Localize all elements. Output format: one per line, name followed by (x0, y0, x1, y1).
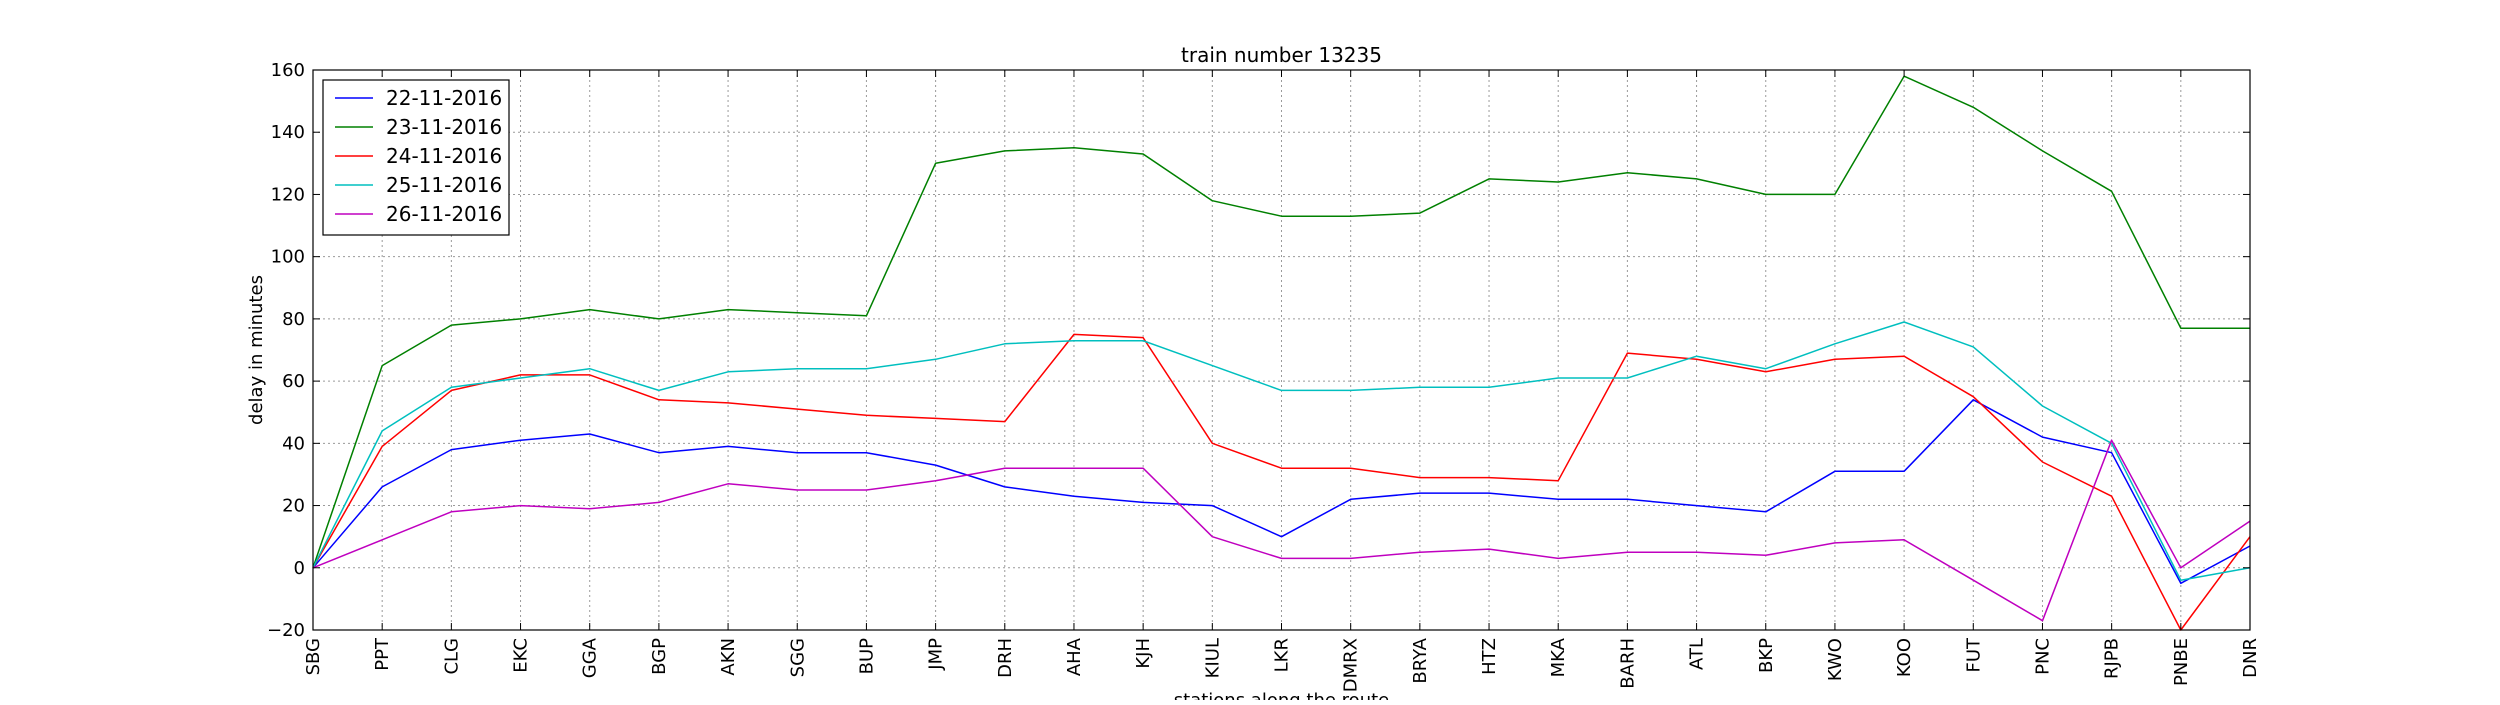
legend: 22-11-2016 23-11-2016 24-11-2016 25-11-2016… (322, 79, 510, 236)
x-tick-label: KJH (1133, 638, 1154, 669)
x-tick-label: EKC (511, 638, 532, 673)
x-tick-label: PPT (372, 637, 393, 671)
y-tick-label: 100 (271, 247, 305, 268)
x-tick-label: DNR (2240, 638, 2261, 678)
x-tick-label: MKA (1548, 637, 1569, 677)
x-tick-label: ATL (1687, 638, 1708, 670)
y-tick-label: 20 (282, 496, 305, 517)
x-tick-label: LKR (1272, 638, 1293, 672)
x-tick-label: DMRX (1341, 638, 1362, 692)
y-tick-label: 160 (271, 60, 305, 81)
legend-label: 23-11-2016 (386, 115, 502, 139)
x-tick-label: SBG (303, 638, 324, 675)
series-line-26-11-2016 (312, 439, 2251, 622)
x-tick-label: CLG (441, 638, 462, 675)
series-line-25-11-2016 (312, 321, 2251, 581)
x-tick-label: BARH (1617, 638, 1638, 689)
ticks: −20 0 20 40 60 80 100 120 140 160 SBG PPT CLG EKC GGA B… (267, 60, 2261, 692)
legend-label: 24-11-2016 (386, 144, 502, 168)
x-tick-label: KOO (1894, 638, 1915, 677)
x-tick-label: PNBE (2171, 638, 2192, 686)
x-tick-label: BUP (856, 638, 877, 675)
y-tick-label: 40 (282, 433, 305, 454)
series-lines (312, 75, 2251, 631)
chart-title: train number 13235 (1181, 43, 1382, 67)
x-axis-label: stations along the route (1174, 690, 1389, 700)
y-tick-label: −20 (267, 620, 305, 641)
series-line-24-11-2016 (312, 333, 2251, 631)
y-tick-label: 0 (294, 558, 305, 579)
x-tick-label: BKP (1756, 638, 1777, 673)
x-tick-label: GGA (580, 637, 601, 678)
x-tick-label: SGG (787, 638, 808, 677)
legend-label: 22-11-2016 (386, 86, 502, 110)
y-tick-label: 60 (282, 371, 305, 392)
x-tick-label: PNC (2032, 638, 2053, 675)
x-tick-label: AKN (718, 638, 739, 676)
y-axis-label: delay in minutes (246, 275, 267, 425)
legend-box (322, 79, 510, 236)
series-line-23-11-2016 (312, 75, 2250, 569)
series-line-22-11-2016 (312, 399, 2251, 585)
x-tick-label: BGP (649, 638, 670, 675)
x-tick-label: HTZ (1479, 638, 1500, 675)
x-tick-label: RJPB (2102, 638, 2123, 679)
y-tick-label: 120 (271, 184, 305, 205)
legend-label: 25-11-2016 (386, 173, 502, 197)
x-tick-label: JMP (926, 638, 947, 671)
x-tick-label: AHA (1064, 637, 1085, 676)
x-tick-label: DRH (995, 638, 1016, 678)
x-tick-label: FUT (1963, 637, 1984, 673)
x-tick-label: KWO (1825, 638, 1846, 681)
y-tick-label: 80 (282, 309, 305, 330)
legend-label: 26-11-2016 (386, 202, 502, 226)
y-tick-label: 140 (271, 122, 305, 143)
x-tick-label: BRYA (1410, 637, 1431, 683)
x-tick-label: KIUL (1202, 638, 1223, 678)
